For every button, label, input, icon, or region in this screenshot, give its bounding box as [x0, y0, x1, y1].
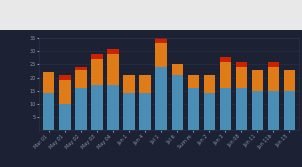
Bar	[268, 91, 279, 130]
Bar	[188, 75, 199, 88]
Bar	[204, 75, 215, 93]
Bar	[75, 70, 87, 88]
Bar	[252, 91, 263, 130]
Bar	[268, 62, 279, 67]
Bar	[59, 104, 71, 130]
Bar	[284, 70, 295, 91]
Bar	[75, 67, 87, 70]
Bar	[284, 91, 295, 130]
Bar	[43, 93, 54, 130]
Bar	[220, 88, 231, 130]
Bar	[252, 70, 263, 91]
Bar	[172, 75, 183, 130]
Bar	[108, 49, 119, 54]
Bar	[220, 56, 231, 62]
Bar	[236, 88, 247, 130]
Bar	[59, 75, 71, 80]
Bar	[140, 75, 151, 93]
Bar	[75, 88, 87, 130]
Bar	[124, 93, 135, 130]
Bar	[92, 54, 103, 59]
Bar	[92, 86, 103, 130]
Bar	[220, 62, 231, 88]
Bar	[140, 93, 151, 130]
Bar	[92, 59, 103, 86]
Bar	[188, 88, 199, 130]
Bar	[156, 38, 167, 43]
Bar	[172, 64, 183, 75]
Bar	[108, 86, 119, 130]
Bar	[108, 54, 119, 86]
Bar	[236, 67, 247, 88]
Bar	[236, 62, 247, 67]
Bar	[156, 43, 167, 67]
Bar	[268, 67, 279, 91]
Bar	[59, 80, 71, 104]
Bar	[43, 72, 54, 93]
Bar	[124, 75, 135, 93]
Bar	[156, 67, 167, 130]
Bar	[204, 93, 215, 130]
